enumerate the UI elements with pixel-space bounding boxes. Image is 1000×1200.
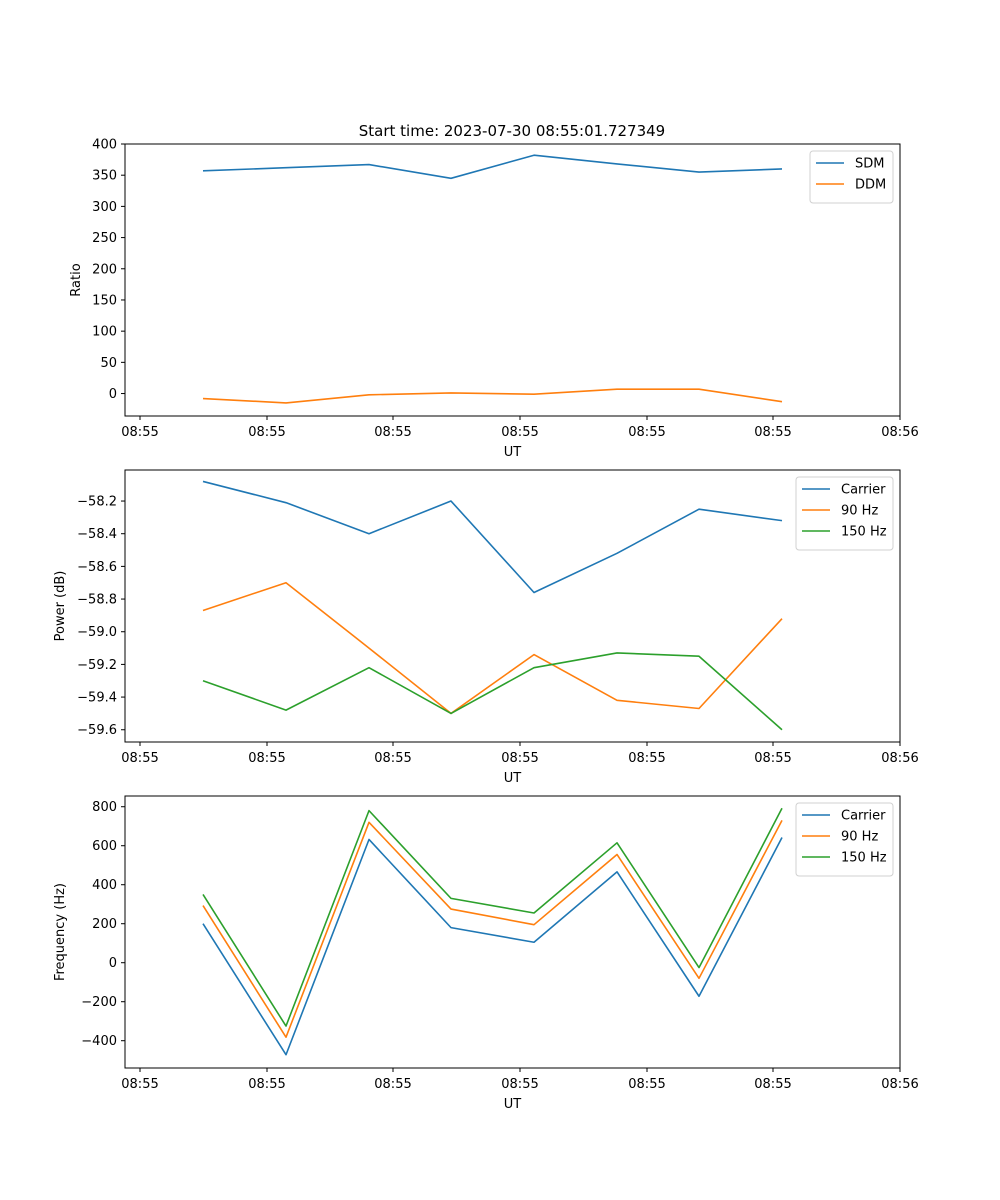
- legend: Carrier 90 Hz 150 Hz: [795, 476, 894, 551]
- x-axis-label: UT: [504, 445, 522, 460]
- y-tick-label: 150: [92, 293, 117, 308]
- y-tick-label: 100: [92, 325, 117, 340]
- figure-title: Start time: 2023-07-30 08:55:01.727349: [359, 122, 665, 140]
- x-tick-label: 08:56: [881, 751, 918, 766]
- y-tick-label: −58.8: [77, 593, 117, 608]
- legend-entry-label: Carrier: [841, 483, 886, 498]
- x-tick-label: 08:55: [501, 1077, 538, 1092]
- legend-entry-label: 150 Hz: [841, 851, 887, 866]
- legend-entry-label: 150 Hz: [841, 525, 887, 540]
- series-line-90-hz: [202, 819, 783, 1038]
- y-tick-label: 200: [92, 917, 117, 932]
- legend: Carrier 90 Hz 150 Hz: [795, 802, 894, 877]
- axes-frame: [124, 795, 901, 1069]
- series-line-90-hz: [202, 581, 783, 715]
- x-axis-label: UT: [504, 1097, 522, 1112]
- x-tick-label: 08:55: [628, 425, 665, 440]
- y-tick-label: 0: [109, 387, 117, 402]
- x-tick-label: 08:55: [628, 1077, 665, 1092]
- series-line-ddm: [202, 388, 783, 404]
- series-line-sdm: [202, 154, 783, 180]
- axes-frame: [124, 143, 901, 417]
- x-tick-label: 08:55: [754, 425, 791, 440]
- y-tick-label: −400: [81, 1034, 117, 1049]
- y-tick-label: 300: [92, 200, 117, 215]
- chart-panel-3: 08:55 08:55 08:55 08:55 08:55 08:55 08:56 −400 −…: [53, 795, 919, 1112]
- x-tick-label: 08:56: [881, 425, 918, 440]
- x-tick-label: 08:55: [374, 751, 411, 766]
- legend-box: [809, 150, 894, 204]
- y-axis-label: Ratio: [69, 263, 84, 296]
- y-tick-label: −58.2: [77, 495, 117, 510]
- x-tick-label: 08:55: [248, 425, 285, 440]
- y-tick-label: −59.0: [77, 625, 117, 640]
- y-tick-label: −58.4: [77, 527, 117, 542]
- series-line-carrier: [202, 480, 783, 594]
- y-tick-label: 600: [92, 839, 117, 854]
- y-tick-label: 400: [92, 138, 117, 153]
- y-tick-label: 0: [109, 956, 117, 971]
- series-line-150-hz: [202, 807, 783, 1027]
- legend: SDM DDM: [809, 150, 894, 204]
- y-tick-label: 400: [92, 878, 117, 893]
- series-line-150-hz: [202, 652, 783, 731]
- legend-entry-label: SDM: [855, 157, 884, 172]
- x-tick-label: 08:55: [374, 1077, 411, 1092]
- y-tick-label: 800: [92, 800, 117, 815]
- legend-entry-label: 90 Hz: [841, 504, 878, 519]
- y-tick-label: 250: [92, 231, 117, 246]
- axes-frame: [124, 469, 901, 743]
- series-line-carrier: [202, 837, 783, 1056]
- y-axis-label: Frequency (Hz): [53, 883, 68, 981]
- legend-entry-label: Carrier: [841, 809, 886, 824]
- legend-entry-label: DDM: [855, 178, 886, 193]
- y-tick-label: −58.6: [77, 560, 117, 575]
- chart-panel-2: 08:55 08:55 08:55 08:55 08:55 08:55 08:56 −58.2…: [53, 469, 919, 786]
- legend-entry-label: 90 Hz: [841, 830, 878, 845]
- x-tick-label: 08:55: [628, 751, 665, 766]
- y-tick-label: −59.2: [77, 658, 117, 673]
- x-tick-label: 08:55: [501, 425, 538, 440]
- x-tick-label: 08:55: [754, 1077, 791, 1092]
- x-axis-label: UT: [504, 771, 522, 786]
- y-axis-label: Power (dB): [53, 571, 68, 642]
- x-tick-label: 08:56: [881, 1077, 918, 1092]
- y-tick-label: 350: [92, 169, 117, 184]
- x-tick-label: 08:55: [374, 425, 411, 440]
- x-tick-label: 08:55: [754, 751, 791, 766]
- x-tick-label: 08:55: [248, 751, 285, 766]
- x-tick-label: 08:55: [121, 1077, 158, 1092]
- x-tick-label: 08:55: [121, 425, 158, 440]
- chart-panel-1: 08:55 08:55 08:55 08:55 08:55 08:55 08:56 0 50 10…: [69, 138, 919, 461]
- y-tick-label: −59.6: [77, 723, 117, 738]
- y-tick-label: −59.4: [77, 691, 117, 706]
- x-tick-label: 08:55: [121, 751, 158, 766]
- x-tick-label: 08:55: [248, 1077, 285, 1092]
- y-tick-label: −200: [81, 995, 117, 1010]
- y-tick-label: 200: [92, 262, 117, 277]
- x-tick-label: 08:55: [501, 751, 538, 766]
- y-tick-label: 50: [100, 356, 117, 371]
